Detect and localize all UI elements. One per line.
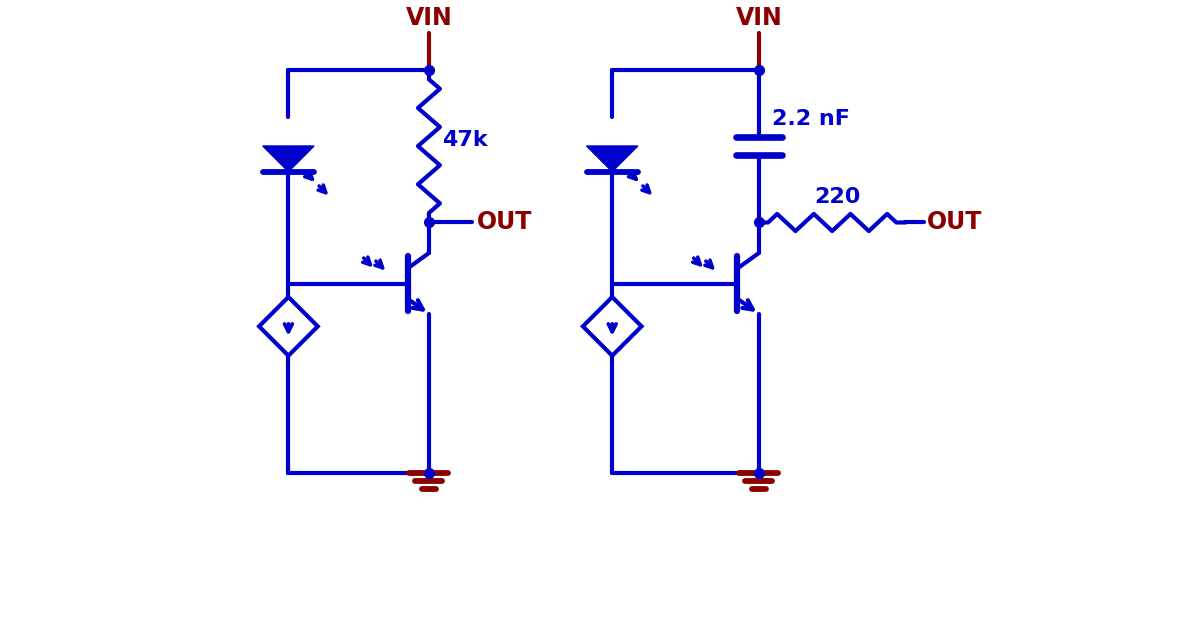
Text: 47k: 47k — [443, 130, 488, 150]
Text: 2.2 nF: 2.2 nF — [773, 109, 850, 129]
Polygon shape — [263, 146, 314, 171]
Text: OUT: OUT — [926, 211, 983, 235]
Text: VIN: VIN — [736, 6, 782, 30]
Text: VIN: VIN — [406, 6, 452, 30]
Text: 220: 220 — [814, 187, 860, 207]
Text: OUT: OUT — [476, 211, 532, 235]
Polygon shape — [587, 146, 638, 171]
